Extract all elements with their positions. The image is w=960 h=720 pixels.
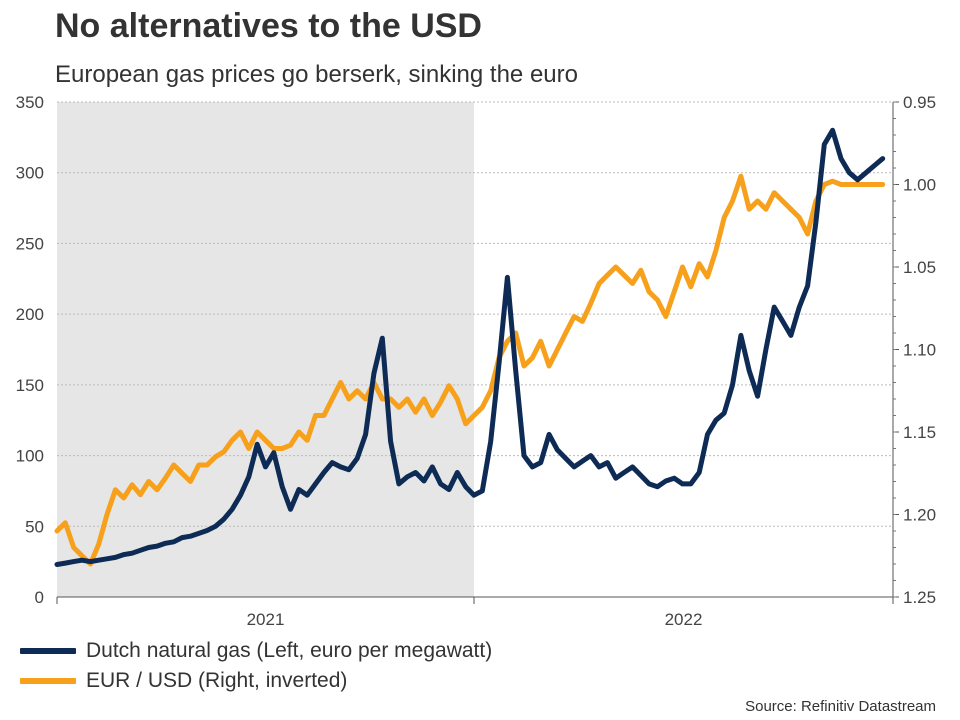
legend-item-eurusd: EUR / USD (Right, inverted) (20, 666, 492, 696)
left-tick-label: 0 (35, 588, 44, 607)
source-note: Source: Refinitiv Datastream (745, 698, 936, 715)
legend-swatch-gas (20, 648, 76, 654)
x-tick-label-2022: 2022 (665, 610, 703, 629)
right-axis-ticks: 0.95 1.00 1.05 1.10 1.15 1.20 1.25 (893, 93, 936, 607)
left-tick-label: 50 (25, 517, 44, 536)
legend-item-gas: Dutch natural gas (Left, euro per megawa… (20, 636, 492, 666)
right-tick-label: 1.20 (903, 506, 936, 525)
left-tick-label: 350 (16, 93, 44, 112)
left-axis-ticks: 0 50 100 150 200 250 300 350 (16, 93, 44, 607)
x-axis-ticks: 2021 2022 (56, 597, 894, 629)
left-tick-label: 250 (16, 234, 44, 253)
chart-title: No alternatives to the USD (55, 7, 482, 45)
legend-label-eurusd: EUR / USD (Right, inverted) (86, 669, 348, 692)
right-tick-label: 0.95 (903, 93, 936, 112)
left-tick-label: 300 (16, 164, 44, 183)
left-tick-label: 200 (16, 305, 44, 324)
right-tick-label: 1.10 (903, 341, 936, 360)
left-tick-label: 150 (16, 376, 44, 395)
x-tick-label-2021: 2021 (247, 610, 285, 629)
legend: Dutch natural gas (Left, euro per megawa… (20, 636, 492, 696)
series-eurusd-line (54, 173, 886, 567)
right-tick-label: 1.15 (903, 423, 936, 442)
left-tick-label: 100 (16, 447, 44, 466)
right-tick-label: 1.00 (903, 176, 936, 195)
shaded-period-2021 (57, 102, 474, 597)
legend-label-gas: Dutch natural gas (Left, euro per megawa… (86, 639, 493, 662)
series-dutch-gas-line (54, 127, 886, 567)
right-tick-label: 1.25 (903, 588, 936, 607)
chart-subtitle: European gas prices go berserk, sinking … (55, 61, 578, 88)
right-tick-label: 1.05 (903, 258, 936, 277)
legend-swatch-eurusd (20, 678, 76, 684)
